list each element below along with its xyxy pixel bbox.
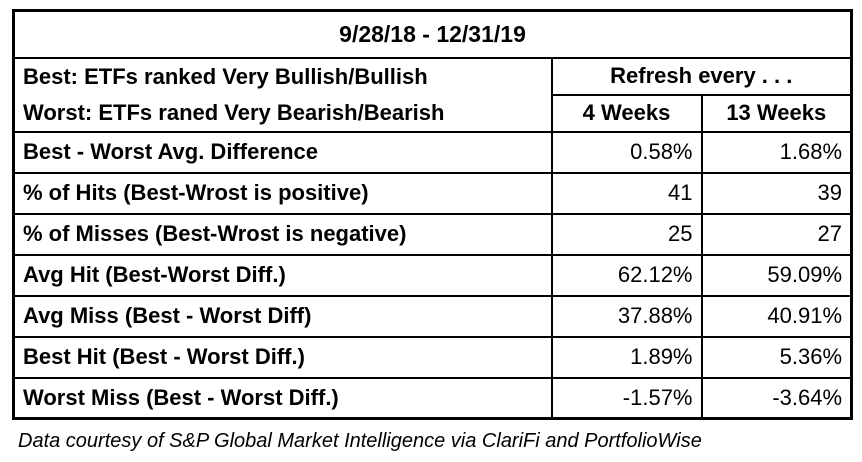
table-row: Worst Miss (Best - Worst Diff.) -1.57% -…	[12, 376, 853, 420]
results-table-container: 9/28/18 - 12/31/19 Best: ETFs ranked Ver…	[12, 9, 854, 420]
table-title: 9/28/18 - 12/31/19	[12, 9, 853, 59]
row-label: Avg Hit (Best-Worst Diff.)	[12, 253, 553, 297]
cell-13-weeks: 39	[700, 171, 853, 215]
cell-13-weeks: 5.36%	[700, 335, 853, 379]
cell-13-weeks: 40.91%	[700, 294, 853, 338]
cell-4-weeks: 37.88%	[550, 294, 703, 338]
results-table: 9/28/18 - 12/31/19 Best: ETFs ranked Ver…	[12, 9, 854, 420]
cell-4-weeks: 62.12%	[550, 253, 703, 297]
table-row: Avg Hit (Best-Worst Diff.) 62.12% 59.09%	[12, 253, 853, 297]
table-row: % of Misses (Best-Wrost is negative) 25 …	[12, 212, 853, 256]
cell-4-weeks: 1.89%	[550, 335, 703, 379]
cell-13-weeks: -3.64%	[700, 376, 853, 420]
row-label: % of Misses (Best-Wrost is negative)	[12, 212, 553, 256]
cell-4-weeks: 0.58%	[550, 130, 703, 174]
table-row: Best Hit (Best - Worst Diff.) 1.89% 5.36…	[12, 335, 853, 379]
column-header-4-weeks: 4 Weeks	[550, 93, 703, 133]
table-row: Best - Worst Avg. Difference 0.58% 1.68%	[12, 130, 853, 174]
header-row-1: Best: ETFs ranked Very Bullish/Bullish R…	[12, 56, 853, 96]
cell-4-weeks: 41	[550, 171, 703, 215]
row-label: Avg Miss (Best - Worst Diff)	[12, 294, 553, 338]
header-row-2: Worst: ETFs raned Very Bearish/Bearish 4…	[12, 93, 853, 133]
row-label: % of Hits (Best-Wrost is positive)	[12, 171, 553, 215]
row-label: Best - Worst Avg. Difference	[12, 130, 553, 174]
table-row: % of Hits (Best-Wrost is positive) 41 39	[12, 171, 853, 215]
column-header-13-weeks: 13 Weeks	[700, 93, 853, 133]
cell-4-weeks: -1.57%	[550, 376, 703, 420]
data-source-footnote: Data courtesy of S&P Global Market Intel…	[18, 430, 702, 452]
row-label: Worst Miss (Best - Worst Diff.)	[12, 376, 553, 420]
refresh-header: Refresh every . . .	[550, 56, 853, 96]
cell-4-weeks: 25	[550, 212, 703, 256]
header-best-definition: Best: ETFs ranked Very Bullish/Bullish	[12, 56, 553, 95]
cell-13-weeks: 27	[700, 212, 853, 256]
cell-13-weeks: 59.09%	[700, 253, 853, 297]
header-worst-definition: Worst: ETFs raned Very Bearish/Bearish	[12, 94, 553, 133]
title-row: 9/28/18 - 12/31/19	[12, 9, 853, 59]
table-row: Avg Miss (Best - Worst Diff) 37.88% 40.9…	[12, 294, 853, 338]
cell-13-weeks: 1.68%	[700, 130, 853, 174]
row-label: Best Hit (Best - Worst Diff.)	[12, 335, 553, 379]
